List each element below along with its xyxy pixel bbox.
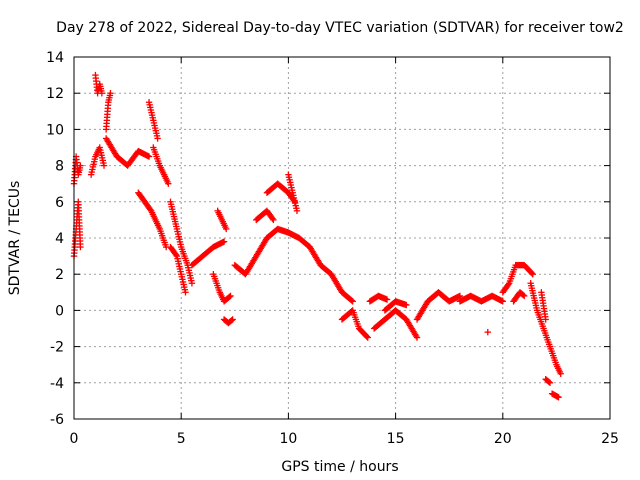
data-point: [557, 370, 564, 377]
data-point: [270, 216, 277, 224]
y-tick-label: 14: [46, 50, 64, 66]
axis-ticks: 0 5 10 15 20 25 -6 -4 -2 0 2 4 6 8 10 12 14: [46, 50, 619, 447]
x-tick-label: 5: [177, 431, 186, 447]
data-point: [188, 280, 196, 287]
chart-title: Day 278 of 2022, Sidereal Day-to-day VTE…: [56, 20, 624, 36]
data-point: [349, 298, 356, 305]
data-point: [229, 316, 236, 323]
data-point: [145, 153, 153, 160]
data-point: [521, 292, 528, 300]
y-tick-label: -6: [50, 412, 64, 428]
data-point: [542, 316, 549, 323]
data-point: [364, 334, 371, 341]
x-tick-label: 10: [279, 431, 297, 447]
data-point: [348, 297, 355, 304]
data-point: [519, 291, 527, 299]
x-tick-label: 25: [601, 431, 619, 447]
data-point: [545, 378, 553, 386]
y-tick-label: 6: [55, 195, 64, 211]
data-point: [363, 333, 370, 340]
data-point: [100, 162, 108, 169]
x-tick-label: 20: [494, 431, 512, 447]
data-point: [383, 296, 391, 303]
data-point: [98, 90, 106, 97]
data-point: [77, 243, 84, 251]
y-tick-label: 10: [46, 122, 64, 138]
y-tick-label: -4: [50, 376, 64, 392]
data-point: [77, 162, 84, 169]
x-axis-label: GPS time / hours: [281, 459, 398, 475]
data-point: [182, 289, 189, 296]
x-tick-label: 15: [387, 431, 405, 447]
data-point: [528, 269, 536, 277]
y-tick-label: 12: [46, 86, 64, 102]
data-point: [555, 394, 562, 401]
x-tick-label: 0: [70, 431, 79, 447]
data-markers: [70, 71, 564, 401]
data-point: [546, 379, 554, 386]
y-tick-label: 0: [55, 303, 64, 319]
data-point: [223, 225, 230, 233]
data-point: [172, 251, 180, 259]
y-axis-label: SDTVAR / TECUs: [7, 181, 23, 296]
data-point: [227, 292, 234, 300]
plot-frame: [73, 56, 611, 420]
data-point: [456, 292, 464, 300]
y-tick-label: 8: [55, 159, 64, 175]
data-point: [499, 298, 506, 305]
data-point: [413, 334, 421, 341]
grid-lines: [74, 57, 610, 419]
data-point: [529, 271, 537, 278]
data-point: [505, 281, 512, 288]
y-tick-label: -2: [50, 340, 64, 356]
data-point: [403, 301, 410, 309]
data-point: [107, 90, 114, 97]
y-tick-label: 4: [55, 231, 64, 247]
data-point: [484, 328, 491, 336]
data-point: [220, 238, 228, 245]
y-tick-label: 2: [55, 267, 64, 283]
data-point: [226, 293, 233, 301]
data-point: [165, 180, 172, 187]
data-point: [228, 317, 235, 324]
data-point: [269, 215, 276, 222]
data-point: [154, 135, 161, 142]
data-point: [293, 207, 301, 215]
